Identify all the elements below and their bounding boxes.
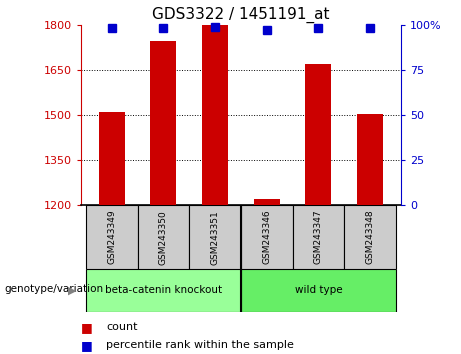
Bar <box>150 41 176 205</box>
Text: GSM243347: GSM243347 <box>314 210 323 264</box>
Bar <box>86 269 241 312</box>
Text: ▶: ▶ <box>68 285 76 295</box>
Text: wild type: wild type <box>295 285 342 295</box>
Text: GSM243349: GSM243349 <box>107 210 116 264</box>
Bar <box>344 205 396 269</box>
Bar <box>202 25 228 205</box>
Bar <box>293 205 344 269</box>
Bar <box>254 199 280 205</box>
Text: GSM243350: GSM243350 <box>159 210 168 264</box>
Text: GSM243346: GSM243346 <box>262 210 271 264</box>
Text: ■: ■ <box>81 321 92 334</box>
Text: count: count <box>106 322 137 332</box>
Bar <box>189 205 241 269</box>
Text: beta-catenin knockout: beta-catenin knockout <box>105 285 222 295</box>
Title: GDS3322 / 1451191_at: GDS3322 / 1451191_at <box>152 7 330 23</box>
Bar <box>241 205 293 269</box>
Bar <box>241 269 396 312</box>
Text: GSM243351: GSM243351 <box>211 210 219 264</box>
Bar <box>86 205 137 269</box>
Text: genotype/variation: genotype/variation <box>5 284 104 293</box>
Bar <box>357 114 383 205</box>
Bar <box>137 205 189 269</box>
Bar <box>99 112 124 205</box>
Text: ■: ■ <box>81 339 92 352</box>
Text: GSM243348: GSM243348 <box>366 210 375 264</box>
Text: percentile rank within the sample: percentile rank within the sample <box>106 340 294 350</box>
Bar <box>306 64 331 205</box>
